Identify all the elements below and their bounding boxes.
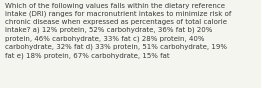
Text: Which of the following values falls within the dietary reference
intake (DRI) ra: Which of the following values falls with… — [5, 3, 231, 59]
